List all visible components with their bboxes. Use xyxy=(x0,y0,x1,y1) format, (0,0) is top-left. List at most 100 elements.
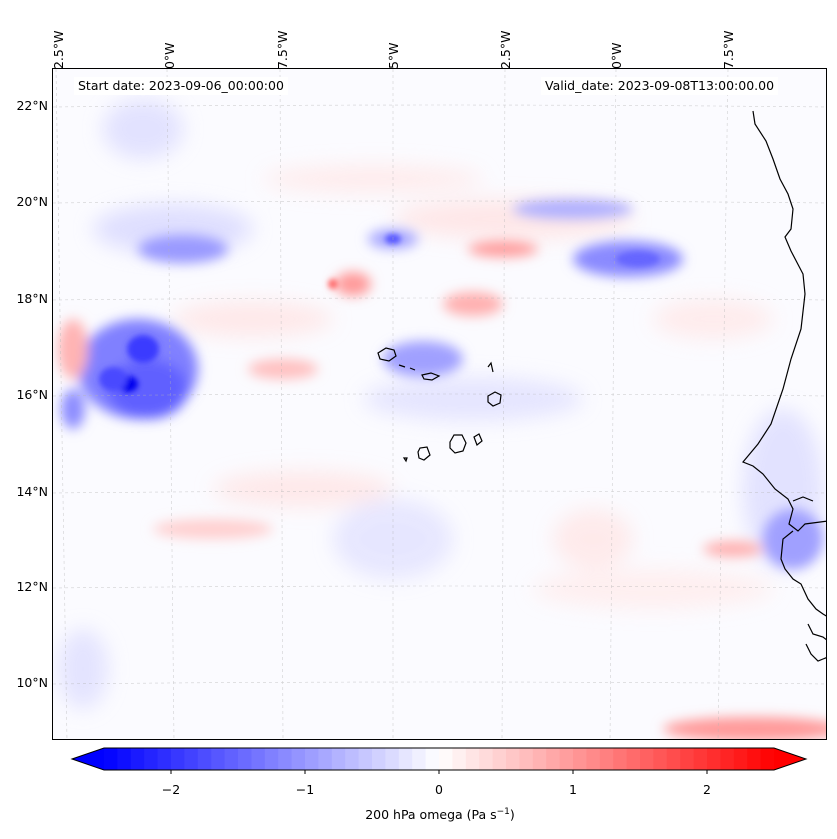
colorbar-band xyxy=(331,748,346,770)
graticule-line xyxy=(53,200,826,204)
colorbar-band xyxy=(760,748,775,770)
omega-patch xyxy=(703,541,763,557)
colorbar-outline xyxy=(70,747,808,771)
colorbar-band xyxy=(452,748,467,770)
colorbar-band xyxy=(251,748,266,770)
colorbar-band xyxy=(385,748,400,770)
omega-patch xyxy=(443,292,503,316)
omega-patch xyxy=(533,569,773,609)
omega-patch xyxy=(127,335,159,363)
colorbar-band xyxy=(465,748,480,770)
lat-label-14n: 14°N xyxy=(16,484,48,499)
colorbar-band xyxy=(264,748,279,770)
colorbar-band xyxy=(599,748,614,770)
colorbar-band xyxy=(291,748,306,770)
omega-patch xyxy=(108,359,188,419)
africa-coastline xyxy=(792,496,814,502)
graticule xyxy=(53,69,826,739)
graticule-line xyxy=(501,69,506,739)
colorbar-tick-label: −1 xyxy=(295,782,315,797)
omega-patch xyxy=(99,367,127,391)
valid-date-label: Valid_date: 2023-09-08T13:00:00.00 xyxy=(541,77,779,95)
graticule-line xyxy=(717,69,729,739)
omega-patch xyxy=(263,165,483,193)
colorbar-band xyxy=(224,748,239,770)
colorbar-band xyxy=(211,748,226,770)
omega-patch xyxy=(553,509,633,569)
colorbar-band xyxy=(506,748,520,770)
omega-patch xyxy=(653,299,773,339)
colorbar-band xyxy=(640,748,654,770)
colorbar-band xyxy=(372,748,386,770)
omega-patch xyxy=(513,199,633,219)
omega-patch xyxy=(173,301,333,337)
colorbar-band xyxy=(546,748,561,770)
colorbar-min-extension xyxy=(72,748,104,770)
omega-patch xyxy=(328,279,338,289)
colorbar-band xyxy=(532,748,547,770)
colorbar-ticks xyxy=(170,770,708,774)
colorbar-tick-label: 1 xyxy=(569,782,577,797)
colorbar-tick-label: −2 xyxy=(161,782,181,797)
colorbar-band xyxy=(104,748,118,770)
colorbar-band xyxy=(626,748,641,770)
colorbar-band xyxy=(747,748,762,770)
africa-coastline xyxy=(742,110,826,532)
colorbar-band xyxy=(586,748,601,770)
colorbar-label: 200 hPa omega (Pa s−1) xyxy=(365,807,515,823)
colorbar-band xyxy=(238,748,252,770)
coastline xyxy=(742,110,826,662)
omega-patch xyxy=(616,251,660,267)
colorbar-band xyxy=(117,748,132,770)
omega-field xyxy=(58,99,826,739)
graticule-line xyxy=(166,69,175,739)
colorbar-band xyxy=(184,748,199,770)
colorbar-band xyxy=(425,748,440,770)
africa-coastline xyxy=(807,623,826,641)
lat-label-20n: 20°N xyxy=(16,194,48,209)
island xyxy=(487,391,502,407)
colorbar-band xyxy=(666,748,681,770)
colorbar-band xyxy=(305,748,319,770)
colorbar-tick-label: 2 xyxy=(703,782,711,797)
colorbar-bands xyxy=(104,748,775,770)
omega-patch xyxy=(468,241,538,257)
graticule-line xyxy=(53,104,826,108)
colorbar-max-extension xyxy=(774,748,806,770)
colorbar-band xyxy=(358,748,373,770)
africa-coastline xyxy=(805,643,826,662)
omega-patch xyxy=(58,629,108,709)
colorbar-band xyxy=(492,748,507,770)
graticule-line xyxy=(609,69,617,739)
colorbar-band xyxy=(720,748,735,770)
island xyxy=(377,347,397,362)
lat-label-22n: 22°N xyxy=(16,98,48,113)
omega-patch xyxy=(58,319,88,379)
island xyxy=(449,434,467,454)
graticule-line xyxy=(53,681,826,685)
colorbar-band xyxy=(680,748,695,770)
colorbar-band xyxy=(197,748,212,770)
colorbar-tick-label: 0 xyxy=(435,782,443,797)
start-date-label: Start date: 2023-09-06_00:00:00 xyxy=(74,77,288,95)
graticule-line xyxy=(53,297,826,301)
omega-patch xyxy=(248,359,318,379)
colorbar-band xyxy=(559,748,574,770)
colorbar-band xyxy=(479,748,494,770)
graticule-line xyxy=(55,69,68,739)
colorbar-band xyxy=(519,748,534,770)
map-panel[interactable] xyxy=(52,68,827,740)
island xyxy=(487,361,494,373)
omega-patch xyxy=(138,235,228,263)
omega-patch xyxy=(383,341,463,377)
island xyxy=(421,372,441,381)
omega-patch xyxy=(103,99,183,159)
omega-patch xyxy=(663,717,826,739)
cape-verde-islands xyxy=(377,347,502,463)
island xyxy=(398,364,406,368)
omega-patch xyxy=(763,509,823,569)
omega-map xyxy=(53,69,826,739)
colorbar-band xyxy=(345,748,360,770)
colorbar-band xyxy=(144,748,159,770)
colorbar-band xyxy=(439,748,453,770)
